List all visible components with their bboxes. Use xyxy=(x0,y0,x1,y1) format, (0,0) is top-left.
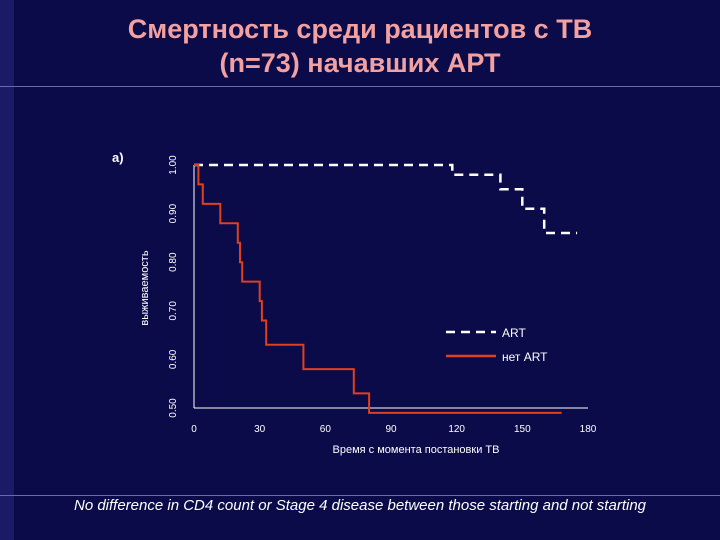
chart-legend: ART нет ART xyxy=(446,326,548,364)
legend-art-label: ART xyxy=(502,326,526,340)
y-tick-labels: 0.50 0.60 0.70 0.80 0.90 1.00 xyxy=(168,155,179,418)
series-line-art xyxy=(194,163,578,235)
x-tick-label: 0 xyxy=(191,424,197,435)
y-tick-label: 0.50 xyxy=(168,398,179,418)
chart-panel xyxy=(0,86,720,496)
chart-axes xyxy=(193,165,588,409)
panel-label: a) xyxy=(112,150,124,165)
x-axis-label: Время с момента постановки ТВ xyxy=(333,444,500,456)
y-tick-label: 1.00 xyxy=(168,155,179,175)
x-tick-label: 60 xyxy=(320,424,332,435)
x-tick-label: 180 xyxy=(580,424,597,435)
title-line-2: (n=73) начавших АРТ xyxy=(219,48,501,78)
y-tick-label: 0.60 xyxy=(168,349,179,369)
series-line-no-art xyxy=(194,164,562,414)
x-tick-label: 30 xyxy=(254,424,266,435)
title-line-1: Смертность среди рациентов с ТВ xyxy=(127,14,593,44)
x-tick-label: 120 xyxy=(448,424,465,435)
legend-no-art-label: нет ART xyxy=(502,350,548,364)
slide-title: Смертность среди рациентов с ТВ (n=73) н… xyxy=(0,12,720,80)
x-tick-label: 150 xyxy=(514,424,531,435)
slide-side-bar xyxy=(0,0,14,540)
y-axis-label: выживаемость xyxy=(139,250,151,325)
y-tick-label: 0.90 xyxy=(168,203,179,223)
x-tick-labels: 0 30 60 90 120 150 180 xyxy=(191,424,597,435)
footnote: No difference in CD4 count or Stage 4 di… xyxy=(73,497,646,514)
chart-series xyxy=(194,163,578,414)
y-tick-label: 0.80 xyxy=(168,252,179,272)
y-tick-label: 0.70 xyxy=(168,301,179,321)
x-tick-label: 90 xyxy=(385,424,397,435)
